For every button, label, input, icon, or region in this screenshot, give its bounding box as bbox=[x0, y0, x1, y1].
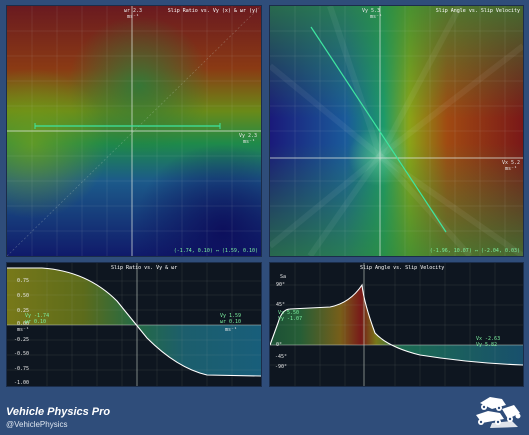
right-readout-vx: Vx -2.63 bbox=[476, 336, 501, 342]
range-readout: (-1.96, 10.07) ↔ (-2.04, 0.03) bbox=[429, 248, 520, 254]
slip-ratio-map-title: Slip Ratio vs. Vy (x) & ωr (y) bbox=[167, 8, 258, 14]
tick-label: -0.75 bbox=[14, 366, 30, 372]
tick-label: 90° bbox=[276, 282, 286, 288]
tick-label: -90° bbox=[275, 364, 288, 370]
x-axis-label: Vy 2.3 bbox=[238, 133, 257, 139]
y-axis-unit: ms⁻¹ bbox=[127, 14, 140, 20]
tick-label: 0.00 bbox=[17, 321, 30, 327]
slip-ratio-map-panel[interactable]: Slip Ratio vs. Vy (x) & ωr (y) ωr 2.3 ms… bbox=[6, 5, 262, 257]
diagonal-guide bbox=[7, 6, 261, 256]
slip-ratio-curve bbox=[7, 267, 261, 377]
range-readout: (-1.74, 0.10) ↔ (1.59, 0.10) bbox=[173, 248, 258, 254]
tick-label: -0.50 bbox=[14, 351, 30, 357]
tick-label: 0.75 bbox=[17, 278, 30, 284]
brand-handle: @VehiclePhysics bbox=[6, 420, 68, 429]
tick-label: -1.00 bbox=[14, 380, 30, 386]
x-axis-unit: ms⁻¹ bbox=[504, 166, 517, 172]
brand-title: Vehicle Physics Pro bbox=[6, 406, 111, 418]
slip-ratio-map-canvas bbox=[7, 6, 261, 256]
y-axis-label: Vy 5.3 bbox=[362, 8, 381, 14]
x-axis-label: Vx 5.2 bbox=[501, 160, 520, 166]
slip-ratio-curve-canvas bbox=[7, 263, 261, 386]
y-axis-label: ωr 2.3 bbox=[124, 8, 143, 14]
tick-label: -45° bbox=[275, 354, 288, 360]
car-crash-logo-icon bbox=[476, 397, 521, 428]
right-unit-label: ms⁻¹ bbox=[225, 327, 238, 333]
slip-angle-map-title: Slip Angle vs. Slip Velocity bbox=[435, 8, 520, 14]
slip-angle-map-canvas bbox=[270, 6, 523, 256]
slip-angle-curve-title: Slip Angle vs. Slip Velocity bbox=[360, 265, 445, 271]
right-readout-wr: ωr 0.10 bbox=[220, 319, 242, 325]
tick-label: -0.25 bbox=[14, 337, 30, 343]
tick-label: 0.25 bbox=[17, 308, 30, 314]
slip-velocity-trace bbox=[310, 26, 447, 233]
slip-ratio-curve-title: Slip Ratio vs. Vy & ωr bbox=[111, 265, 178, 271]
slip-angle-curve bbox=[270, 283, 523, 366]
tick-label: 45° bbox=[276, 302, 286, 308]
left-readout-wr: ωr 0.10 bbox=[25, 319, 47, 325]
tick-label: 0° bbox=[276, 342, 283, 348]
y-axis-unit: ms⁻¹ bbox=[370, 14, 383, 20]
left-readout-vx: Vx 5.50 bbox=[278, 310, 300, 316]
right-readout-vy: Vy 5.82 bbox=[476, 342, 498, 348]
slip-angle-curve-canvas bbox=[270, 263, 523, 386]
left-readout-vy: Vy -1.07 bbox=[278, 316, 303, 322]
tick-label: 0.50 bbox=[17, 293, 30, 299]
slip-angle-curve-panel[interactable]: Slip Angle vs. Slip Velocity Sa 90° 45° … bbox=[269, 262, 524, 387]
branding: Vehicle Physics Pro @VehiclePhysics bbox=[6, 406, 110, 430]
right-readout-vy: Vy 1.59 bbox=[220, 313, 242, 319]
slip-ratio-curve-panel[interactable]: Slip Ratio vs. Vy & ωr 0.75 0.50 0.25 0.… bbox=[6, 262, 262, 387]
unit-label: ms⁻¹ bbox=[17, 327, 30, 333]
left-readout-vy: Vy -1.74 bbox=[25, 313, 50, 319]
slip-angle-map-panel[interactable]: Slip Angle vs. Slip Velocity Vy 5.3 ms⁻¹… bbox=[269, 5, 524, 257]
top-label: Sa bbox=[280, 274, 287, 280]
x-axis-unit: ms⁻¹ bbox=[242, 139, 255, 145]
